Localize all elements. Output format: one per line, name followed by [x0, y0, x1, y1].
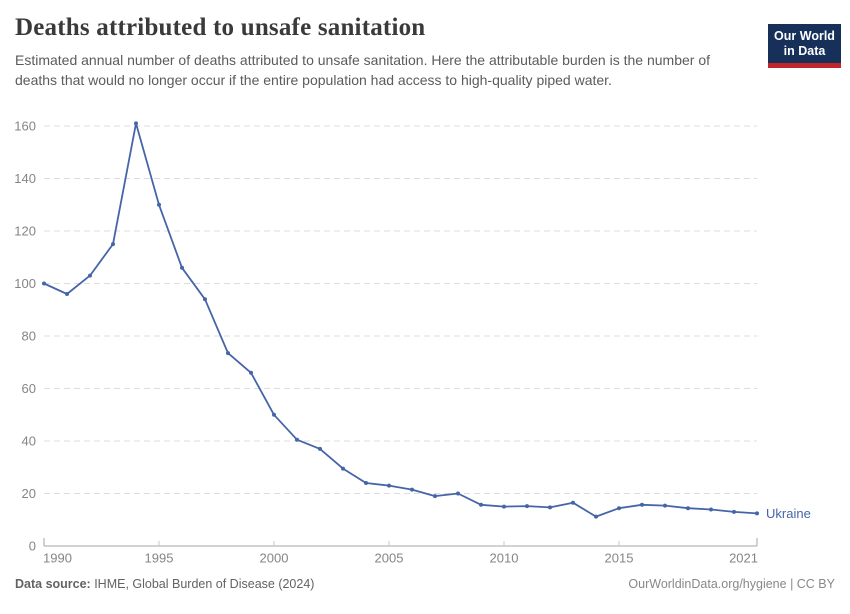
- page-title: Deaths attributed to unsafe sanitation: [15, 14, 426, 41]
- data-point[interactable]: [571, 500, 575, 505]
- x-tick-label: 2021: [729, 551, 758, 566]
- data-point[interactable]: [203, 297, 207, 302]
- data-point[interactable]: [111, 242, 115, 247]
- x-tick-label: 2015: [605, 551, 634, 566]
- data-point[interactable]: [686, 506, 690, 511]
- y-tick-label: 20: [22, 486, 36, 501]
- data-source-label: Data source:: [15, 577, 91, 591]
- data-point[interactable]: [525, 504, 529, 509]
- data-point[interactable]: [157, 202, 161, 207]
- data-source-note: Data source: IHME, Global Burden of Dise…: [15, 577, 314, 591]
- data-point[interactable]: [548, 505, 552, 510]
- data-point[interactable]: [502, 504, 506, 509]
- data-point[interactable]: [318, 446, 322, 451]
- data-point[interactable]: [663, 503, 667, 508]
- data-point[interactable]: [226, 351, 230, 356]
- data-point[interactable]: [180, 265, 184, 270]
- data-point[interactable]: [134, 121, 138, 126]
- data-point[interactable]: [249, 370, 253, 375]
- data-point[interactable]: [456, 491, 460, 496]
- chart-footer: Data source: IHME, Global Burden of Dise…: [15, 577, 835, 591]
- owid-logo-line2: in Data: [783, 43, 826, 58]
- data-point[interactable]: [364, 481, 368, 485]
- data-point[interactable]: [732, 509, 736, 514]
- license-credit-link[interactable]: OurWorldinData.org/hygiene | CC BY: [628, 577, 835, 591]
- y-tick-label: 80: [22, 329, 36, 344]
- chart-subtitle: Estimated annual number of deaths attrib…: [15, 52, 710, 89]
- data-point[interactable]: [433, 494, 437, 499]
- data-point[interactable]: [755, 511, 759, 516]
- owid-logo[interactable]: Our World in Data: [768, 24, 841, 68]
- y-tick-label: 60: [22, 381, 36, 396]
- data-point[interactable]: [295, 437, 299, 442]
- data-point[interactable]: [709, 507, 713, 512]
- data-point[interactable]: [640, 502, 644, 507]
- data-line[interactable]: [43, 122, 758, 518]
- data-point[interactable]: [88, 273, 92, 278]
- y-tick-label: 160: [14, 119, 36, 134]
- y-tick-label: 0: [29, 539, 36, 554]
- data-point[interactable]: [410, 487, 414, 492]
- x-tick-label: 1990: [43, 551, 72, 566]
- data-source-text: IHME, Global Burden of Disease (2024): [90, 577, 315, 591]
- y-tick-label: 100: [14, 276, 36, 291]
- x-tick-label: 1995: [145, 551, 174, 566]
- data-point[interactable]: [272, 412, 276, 417]
- data-point[interactable]: [387, 483, 391, 488]
- data-point[interactable]: [479, 502, 483, 507]
- x-tick-label: 2010: [490, 551, 519, 566]
- data-point[interactable]: [42, 281, 46, 286]
- line-chart[interactable]: 0 20 40 60 80 100 120 140 160 1990 1995 2000 2005 201…: [0, 109, 850, 574]
- data-point[interactable]: [594, 514, 598, 519]
- series-entity-label[interactable]: Ukraine: [766, 506, 811, 521]
- data-point[interactable]: [65, 292, 69, 296]
- y-tick-label: 120: [14, 224, 36, 239]
- y-tick-label: 40: [22, 434, 36, 449]
- data-point[interactable]: [617, 506, 621, 511]
- y-tick-label: 140: [14, 171, 36, 186]
- data-point[interactable]: [341, 466, 345, 471]
- x-tick-label: 2000: [260, 551, 289, 566]
- owid-logo-line1: Our World: [774, 28, 835, 43]
- x-tick-label: 2005: [375, 551, 404, 566]
